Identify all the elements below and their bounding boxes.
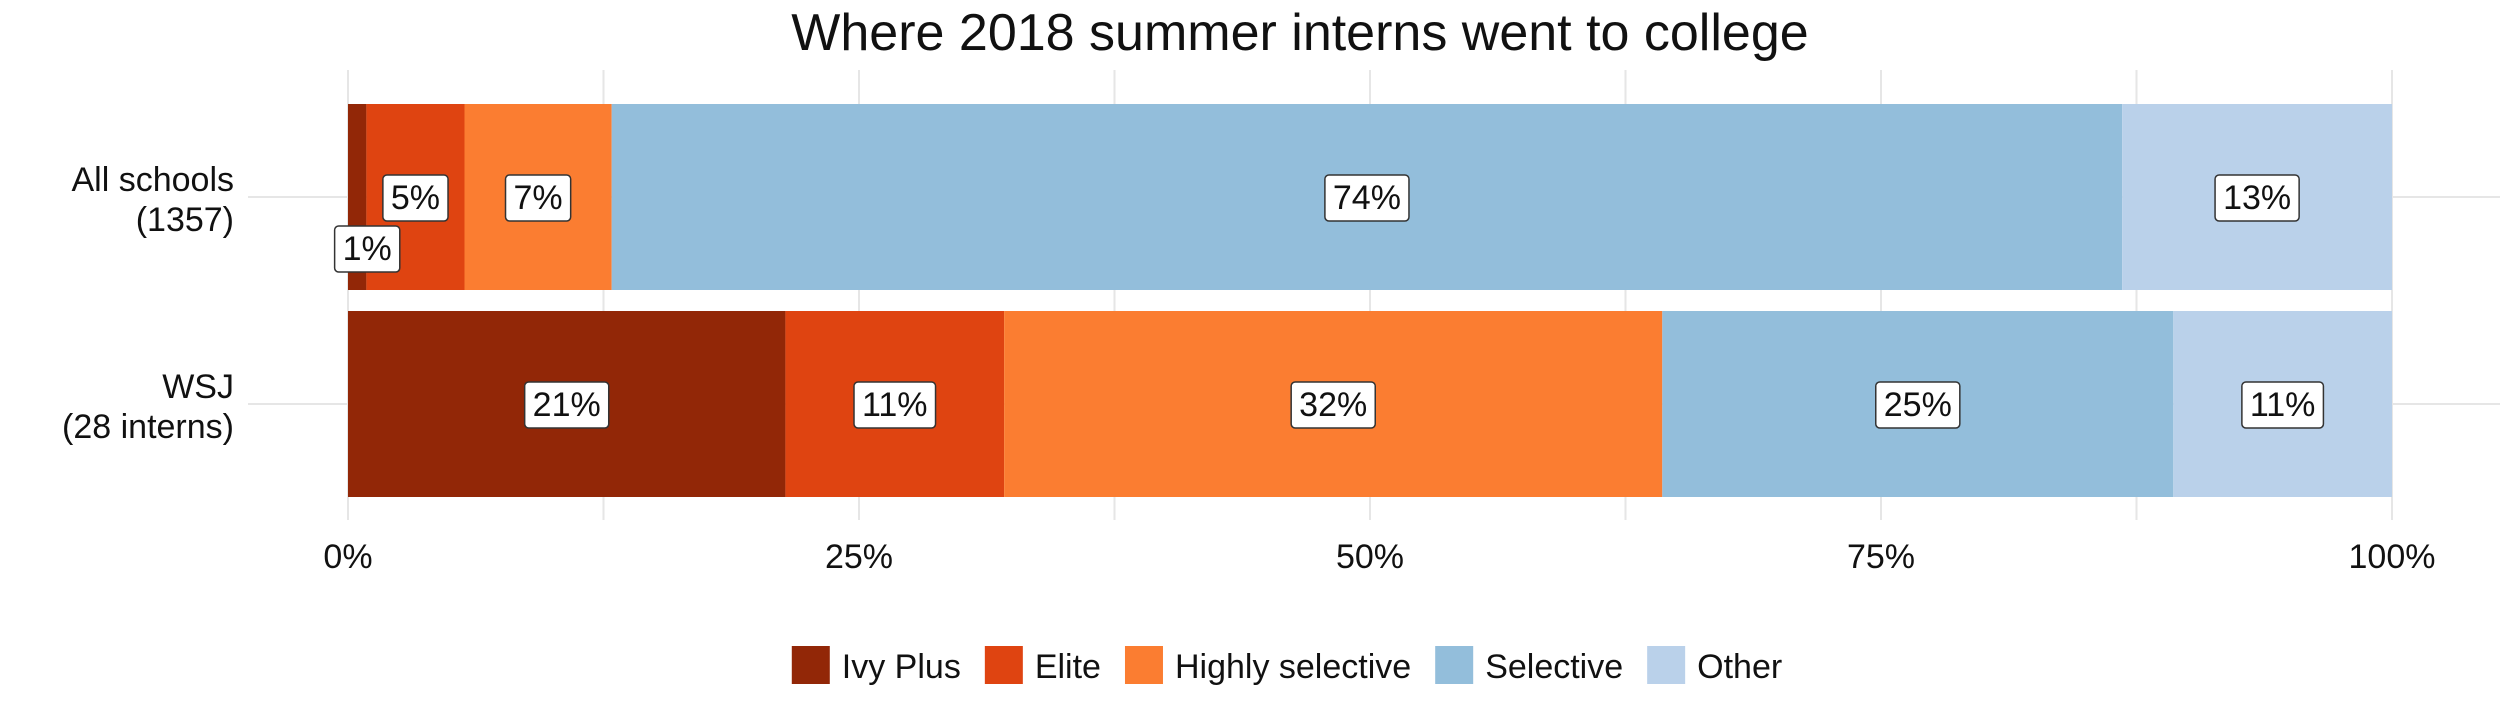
data-label: 74% (1324, 174, 1410, 222)
legend-item: Other (1647, 646, 1782, 686)
legend-item: Highly selective (1124, 646, 1411, 686)
data-labels: 1% 5% 7% 74% 13% 21% 11% 32% 25% 11% (333, 174, 2325, 429)
data-label-text: 21% (533, 386, 601, 424)
data-label: 7% (504, 174, 572, 222)
x-tick-label: 100% (2349, 538, 2436, 576)
category-label: (28 interns) (62, 408, 234, 446)
data-label-text: 74% (1333, 179, 1401, 217)
data-label-box (1290, 381, 1376, 429)
data-label: 11% (853, 381, 937, 429)
data-label: 21% (523, 381, 610, 429)
data-label-box (333, 225, 401, 273)
data-label-text: 25% (1884, 386, 1952, 424)
data-label-box (382, 174, 449, 222)
legend-label: Other (1697, 648, 1782, 686)
category-label: (1357) (136, 201, 234, 239)
data-label: 5% (382, 174, 449, 222)
data-label: 32% (1290, 381, 1376, 429)
legend-swatch (984, 646, 1023, 684)
legend-item: Ivy Plus (791, 646, 961, 686)
legend-label: Highly selective (1175, 648, 1411, 686)
x-axis: 0% 25% 50% 75% 100% (323, 538, 2435, 576)
x-tick-label: 75% (1847, 538, 1915, 576)
legend: Ivy Plus Elite Highly selective Selective Ot… (791, 646, 1782, 686)
data-label-text: 13% (2223, 179, 2291, 217)
chart-title: Where 2018 summer interns went to colleg… (791, 4, 1808, 62)
legend-item: Selective (1435, 646, 1623, 686)
data-label-text: 7% (514, 179, 563, 217)
x-tick-label: 50% (1336, 538, 1404, 576)
data-label-box (2214, 174, 2300, 222)
data-label-text: 32% (1299, 386, 1367, 424)
data-label-box (2241, 381, 2325, 429)
legend-swatch (1435, 646, 1474, 684)
category-label: All schools (71, 161, 234, 199)
data-label-box (1324, 174, 1410, 222)
data-label: 1% (333, 225, 401, 273)
legend-swatch (1124, 646, 1163, 684)
data-label: 25% (1875, 381, 1961, 429)
data-label-box (504, 174, 572, 222)
data-label: 13% (2214, 174, 2300, 222)
legend-swatch (791, 646, 830, 684)
data-label-box (853, 381, 937, 429)
y-axis: All schools(1357) WSJ(28 interns) (62, 161, 234, 446)
x-tick-label: 0% (323, 538, 372, 576)
data-label: 11% (2241, 381, 2325, 429)
legend-item: Elite (984, 646, 1101, 686)
data-label-text: 5% (391, 179, 440, 217)
legend-label: Ivy Plus (842, 648, 961, 686)
data-label-text: 1% (343, 230, 392, 268)
legend-label: Selective (1485, 648, 1623, 686)
data-label-text: 11% (862, 386, 928, 424)
data-label-text: 11% (2250, 386, 2316, 424)
data-label-box (1875, 381, 1961, 429)
category-label: WSJ (162, 368, 234, 406)
legend-label: Elite (1035, 648, 1101, 686)
legend-swatch (1647, 646, 1686, 684)
data-label-box (523, 381, 610, 429)
x-tick-label: 25% (825, 538, 893, 576)
